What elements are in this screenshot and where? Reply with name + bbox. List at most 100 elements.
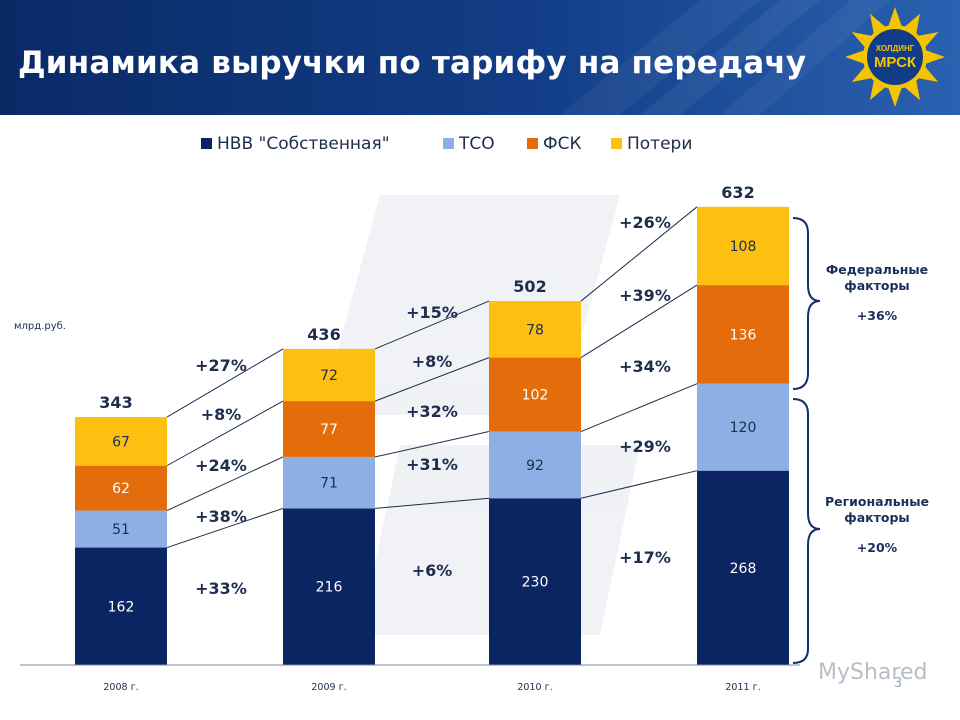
growth-series-label: +29%	[619, 437, 671, 456]
growth-line	[580, 383, 698, 433]
growth-series-label: +32%	[406, 402, 458, 421]
bar-segment	[75, 510, 167, 548]
federal-factors-value: +36%	[856, 308, 898, 323]
legend-swatch	[443, 138, 454, 149]
bars: 162 51 62 67 216 71 77 72 230 92 102 78 268 120 136 108	[75, 206, 789, 665]
regional-factors-value: +20%	[856, 540, 898, 555]
growth-line	[166, 507, 284, 549]
header-banner: Динамика выручки по тарифу на передачу Х…	[0, 0, 960, 115]
legend-swatch	[527, 138, 538, 149]
brackets	[792, 217, 821, 664]
bar-segment	[489, 431, 581, 499]
page-number: 3	[893, 676, 903, 691]
regional-factors-title: Региональные факторы	[824, 494, 930, 525]
bar-segment	[697, 470, 789, 665]
bar-segment	[489, 357, 581, 432]
growth-series-label: +6%	[412, 561, 453, 580]
bar-value-label: 108	[730, 239, 757, 255]
logo-text-top: ХОЛДИНГ	[876, 44, 915, 53]
legend-label: ФСК	[543, 134, 582, 154]
bar-segment	[489, 498, 581, 665]
growth-lines	[166, 206, 698, 549]
federal-bracket	[792, 217, 821, 390]
growth-series-label: +8%	[201, 405, 242, 424]
unit-label: млрд.руб.	[14, 321, 66, 332]
bar-segment	[283, 508, 375, 665]
growth-series-label: +17%	[619, 548, 671, 567]
total-label: 436	[307, 325, 340, 344]
total-label: 502	[513, 277, 546, 296]
growth-series-label: +33%	[195, 579, 247, 598]
header-decoration	[560, 0, 890, 115]
growth-line	[374, 431, 490, 458]
growth-series-label: +24%	[195, 456, 247, 475]
bar-segment	[283, 401, 375, 457]
x-tick-label: 2010 г.	[517, 682, 552, 693]
bar-segment	[697, 206, 789, 286]
bar-segment	[75, 465, 167, 511]
growth-series-label: +39%	[619, 286, 671, 305]
regional-factors-label: Региональные факторы +20%	[822, 494, 932, 556]
bar-segment	[283, 456, 375, 509]
x-axis-labels: 2008 г. 2009 г. 2010 г. 2011 г.	[103, 682, 760, 693]
bar-value-label: 71	[320, 476, 338, 492]
growth-line	[580, 284, 698, 359]
bar-value-label: 72	[320, 368, 338, 384]
bar-value-label: 120	[730, 420, 757, 436]
x-tick-label: 2009 г.	[311, 682, 346, 693]
bar-segment	[75, 547, 167, 665]
growth-total-label: +27%	[195, 356, 247, 375]
federal-factors-title: Федеральные факторы	[825, 262, 929, 293]
growth-line	[166, 400, 284, 467]
bar-value-label: 230	[522, 575, 549, 591]
revenue-chart: НВВ "Собственная" ТСО ФСК Потери млрд.руб. …	[14, 134, 821, 693]
bar-value-label: 77	[320, 422, 338, 438]
bar-value-label: 268	[730, 561, 757, 577]
growth-series-label: +38%	[195, 507, 247, 526]
growth-line	[374, 357, 490, 402]
legend-label: Потери	[627, 134, 692, 154]
total-label: 632	[721, 183, 754, 202]
bar-segment	[697, 285, 789, 384]
regional-bracket	[792, 398, 821, 664]
growth-line	[374, 300, 490, 350]
legend-label: НВВ "Собственная"	[217, 134, 390, 154]
growth-total-label: +26%	[619, 213, 671, 232]
bar-segment	[697, 383, 789, 471]
growth-total-label: +15%	[406, 303, 458, 322]
x-tick-label: 2008 г.	[103, 682, 138, 693]
total-label: 343	[99, 393, 132, 412]
logo-text-main: МРСК	[874, 54, 917, 71]
bar-value-label: 67	[112, 434, 130, 450]
myshared-watermark: MyShared	[818, 660, 928, 685]
growth-series-label: +31%	[406, 455, 458, 474]
growth-line	[374, 497, 490, 509]
bar-value-label: 162	[108, 599, 135, 615]
bar-segment	[283, 348, 375, 402]
total-labels: 343 436 502 632	[99, 183, 754, 412]
bar-value-label: 62	[112, 481, 130, 497]
growth-line	[166, 348, 284, 418]
bar-segment	[75, 417, 167, 466]
growth-line	[580, 206, 698, 302]
bar-value-label: 92	[526, 458, 544, 474]
growth-line	[580, 470, 698, 499]
page-title: Динамика выручки по тарифу на передачу	[18, 45, 807, 81]
bar-value-label: 216	[316, 580, 343, 596]
bar-value-label: 136	[730, 327, 757, 343]
x-tick-label: 2011 г.	[725, 682, 760, 693]
legend: НВВ "Собственная" ТСО ФСК Потери	[201, 134, 692, 154]
bar-value-label: 78	[526, 322, 544, 338]
legend-swatch	[611, 138, 622, 149]
growth-labels: +27% +33% +38% +24% +8% +15% +6% +31% +32% +8% +26…	[195, 213, 671, 598]
bar-value-label: 102	[522, 388, 549, 404]
legend-label: ТСО	[458, 134, 495, 154]
mrsk-logo: ХОЛДИНГ МРСК	[845, 7, 945, 107]
growth-series-label: +8%	[412, 352, 453, 371]
bar-segment	[489, 301, 581, 358]
growth-line	[166, 456, 284, 512]
federal-factors-label: Федеральные факторы +36%	[822, 262, 932, 324]
legend-swatch	[201, 138, 212, 149]
growth-series-label: +34%	[619, 357, 671, 376]
bar-value-label: 51	[112, 522, 130, 538]
